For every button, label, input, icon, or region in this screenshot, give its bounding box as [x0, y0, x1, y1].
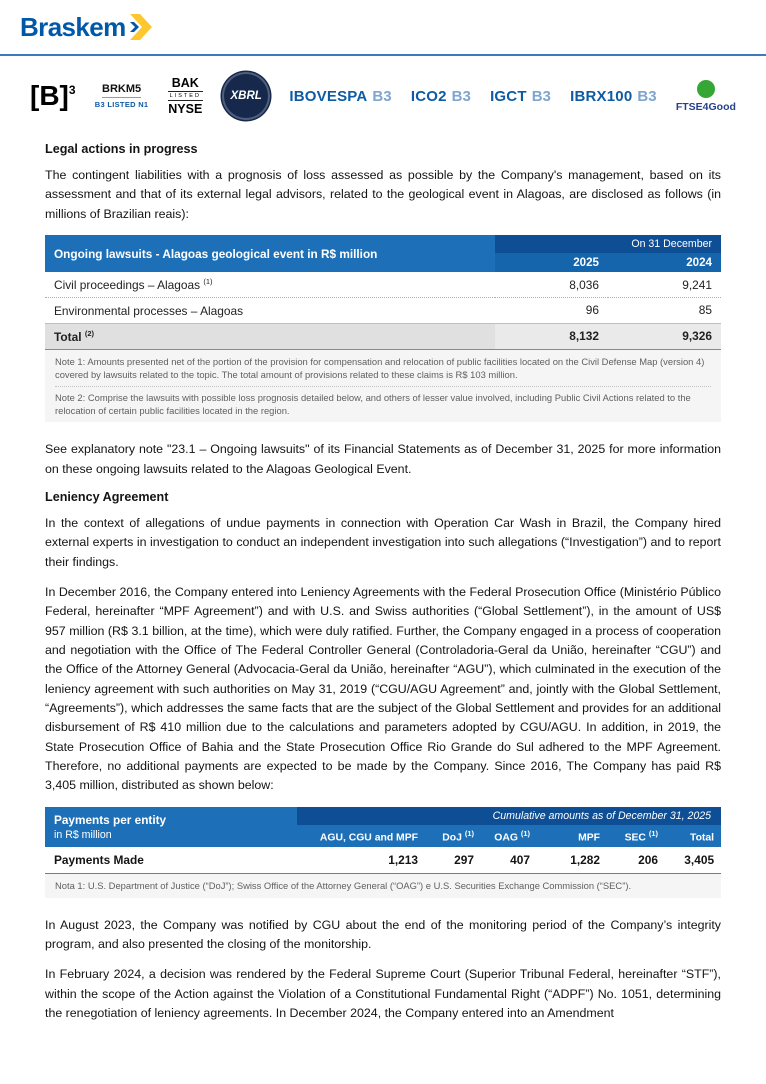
ibrx100-text: IBRX100: [570, 87, 633, 105]
col-header-mpf: MPF: [537, 824, 607, 848]
table1-note-1: Note 1: Amounts presented net of the por…: [55, 355, 705, 381]
total-value-2025: 8,132: [495, 322, 608, 350]
value-oag: 407: [481, 847, 537, 875]
ibovespa-text: IBOVESPA: [289, 87, 368, 105]
paragraph-see-explanatory-note: See explanatory note "23.1 – Ongoing law…: [45, 442, 721, 476]
b3-logo: [B] 3: [30, 82, 76, 110]
heading-leniency-agreement: Leniency Agreement: [45, 490, 169, 504]
ibrx100-b3-logo: IBRX100 B3: [570, 88, 656, 105]
table1-title: Ongoing lawsuits - Alagoas geological ev…: [45, 235, 495, 273]
igct-b3-logo: IGCT B3: [490, 88, 551, 105]
table1-year-2024: 2024: [608, 253, 722, 273]
table2-title-cell: Payments per entity in R$ million: [45, 806, 297, 848]
table-row: Civil proceedings – Alagoas (1) 8,036 9,…: [45, 272, 722, 299]
b3-suffix-text: B3: [531, 87, 551, 105]
ftse4good-logo: FTSE4Good: [675, 79, 736, 113]
table1-notes: Note 1: Amounts presented net of the por…: [45, 349, 721, 423]
xbrl-text: XBRL: [230, 90, 262, 102]
row-label: Civil proceedings – Alagoas: [54, 278, 201, 292]
col-header-agu-cgu-mpf: AGU, CGU and MPF: [297, 824, 425, 848]
b3-listed-n1-text: B3 LISTED N1: [94, 100, 149, 109]
ongoing-lawsuits-table: Ongoing lawsuits - Alagoas geological ev…: [45, 235, 722, 350]
ico2-text: ICO2: [410, 87, 447, 105]
row-value-2024: 9,241: [608, 272, 722, 299]
row-value-2025: 8,036: [495, 272, 608, 299]
row-label: Environmental processes – Alagoas: [54, 303, 244, 318]
col-header-doj: DoJ (1): [425, 824, 481, 848]
paragraph-august-2023: In August 2023, the Company was notified…: [45, 917, 721, 951]
braskem-arrow-icon: [129, 14, 152, 40]
value-mpf: 1,282: [537, 847, 607, 875]
paragraph-february-2024: In February 2024, a decision was rendere…: [45, 967, 721, 1020]
nyse-listed-text: LISTED: [167, 91, 203, 101]
row-footnote-ref: (1): [203, 277, 213, 287]
value-sec: 206: [607, 847, 665, 875]
table2-subtitle: in R$ million: [54, 829, 112, 842]
table1-note-2: Note 2: Comprise the lawsuits with possi…: [55, 385, 711, 418]
table-total-row: Total (2) 8,132 9,326: [45, 322, 722, 350]
stock-index-logos-bar: [B] 3 BRKM5 B3 LISTED N1 BAK LISTED NYSE …: [0, 56, 766, 128]
paragraph-contingent-liabilities: The contingent liabilities with a progno…: [45, 168, 721, 221]
b3-suffix-text: B3: [372, 87, 392, 105]
table2-period-header: Cumulative amounts as of December 31, 20…: [297, 806, 722, 825]
page-header: Braskem: [0, 0, 766, 56]
table-row: Environmental processes – Alagoas 96 85: [45, 297, 722, 324]
table2-note-1: Nota 1: U.S. Department of Justice (“DoJ…: [55, 880, 632, 892]
ftse4good-globe-icon: [696, 79, 715, 98]
bak-ticker-text: BAK: [171, 75, 199, 90]
table1-year-2025: 2025: [495, 253, 608, 273]
brkm5-listing-logo: BRKM5 B3 LISTED N1: [95, 83, 149, 109]
value-doj: 297: [425, 847, 481, 875]
value-total: 3,405: [665, 847, 722, 875]
table2-title: Payments per entity: [54, 813, 167, 828]
b3-suffix-text: B3: [637, 87, 657, 105]
document-body: Legal actions in progress The contingent…: [0, 128, 766, 1023]
b3-suffix-text: B3: [451, 87, 471, 105]
paragraph-leniency-agreements-2016: In December 2016, the Company entered in…: [45, 585, 721, 793]
col-header-oag: OAG (1): [481, 824, 537, 848]
ico2-b3-logo: ICO2 B3: [411, 88, 471, 105]
col-header-sec: SEC (1): [607, 824, 665, 848]
table-row: Payments Made 1,213 297 407 1,282 206 3,…: [45, 847, 722, 875]
payments-per-entity-table: Payments per entity in R$ million Cumula…: [45, 806, 722, 875]
total-value-2024: 9,326: [608, 322, 722, 350]
nyse-text: NYSE: [168, 102, 203, 116]
ftse4good-text: FTSE4Good: [675, 100, 736, 113]
igct-text: IGCT: [490, 87, 527, 105]
payments-made-label: Payments Made: [45, 847, 297, 875]
paragraph-car-wash-context: In the context of allegations of undue p…: [45, 516, 721, 569]
total-label: Total: [54, 329, 82, 344]
xbrl-badge: XBRL: [222, 72, 271, 120]
brkm5-ticker-text: BRKM5: [102, 83, 142, 98]
braskem-logo: Braskem: [20, 12, 152, 43]
ibovespa-b3-logo: IBOVESPA B3: [289, 88, 391, 105]
row-value-2024: 85: [608, 297, 722, 324]
table2-notes: Nota 1: U.S. Department of Justice (“DoJ…: [45, 874, 721, 898]
col-header-total: Total: [665, 824, 722, 848]
value-agu-cgu-mpf: 1,213: [297, 847, 425, 875]
bak-nyse-logo: BAK LISTED NYSE: [167, 75, 203, 116]
table1-period-header: On 31 December: [495, 235, 722, 254]
total-footnote-ref: (2): [84, 328, 95, 338]
heading-legal-actions: Legal actions in progress: [45, 142, 198, 156]
row-value-2025: 96: [495, 297, 608, 324]
b3-superscript: 3: [68, 83, 76, 97]
b3-bracket-text: [B]: [30, 80, 69, 111]
braskem-wordmark: Braskem: [20, 11, 126, 42]
